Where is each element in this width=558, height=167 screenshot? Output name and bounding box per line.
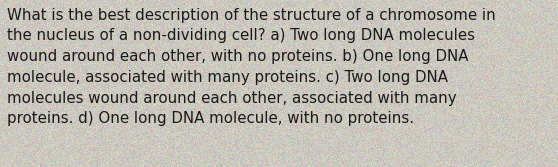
- Text: What is the best description of the structure of a chromosome in
the nucleus of : What is the best description of the stru…: [7, 8, 496, 126]
